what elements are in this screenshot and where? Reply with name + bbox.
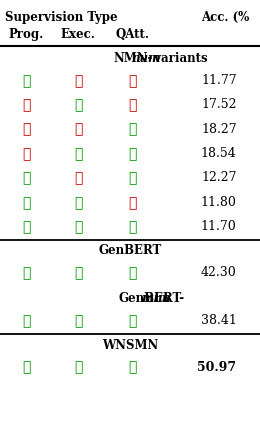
Text: Acc. (%: Acc. (% [201, 11, 250, 24]
Text: 11.77: 11.77 [201, 74, 237, 87]
Text: ✗: ✗ [74, 98, 82, 112]
Text: 18.54: 18.54 [201, 147, 237, 160]
Text: ✓: ✓ [74, 122, 82, 137]
Text: ✗: ✗ [128, 122, 137, 137]
Text: 17.52: 17.52 [201, 98, 237, 111]
Text: ✗: ✗ [128, 171, 137, 185]
Text: ✓: ✓ [128, 98, 137, 112]
Text: ✓: ✓ [74, 74, 82, 88]
Text: Exec.: Exec. [61, 28, 95, 41]
Text: ✗: ✗ [74, 266, 82, 280]
Text: ✗: ✗ [74, 147, 82, 161]
Text: ✗: ✗ [22, 74, 30, 88]
Text: NMN-: NMN- [113, 52, 152, 65]
Text: ✓: ✓ [22, 147, 30, 161]
Text: ✗: ✗ [22, 220, 30, 234]
Text: ✓: ✓ [128, 196, 137, 210]
Text: ✓: ✓ [128, 74, 137, 88]
Text: QAtt.: QAtt. [116, 28, 150, 41]
Text: num: num [131, 52, 161, 65]
Text: 11.80: 11.80 [201, 196, 237, 209]
Text: 18.27: 18.27 [201, 122, 237, 136]
Text: ✗: ✗ [74, 196, 82, 210]
Text: 11.70: 11.70 [201, 220, 237, 233]
Text: num: num [142, 292, 171, 306]
Text: 42.30: 42.30 [201, 266, 237, 279]
Text: 38.41: 38.41 [201, 315, 237, 327]
Text: ✗: ✗ [128, 220, 137, 234]
Text: ✓: ✓ [22, 122, 30, 137]
Text: ✗: ✗ [74, 361, 82, 374]
Text: GenBERT: GenBERT [98, 244, 162, 257]
Text: ✓: ✓ [22, 98, 30, 112]
Text: ✗: ✗ [74, 220, 82, 234]
Text: ✗: ✗ [22, 315, 30, 328]
Text: Prog.: Prog. [8, 28, 44, 41]
Text: Supervision Type: Supervision Type [5, 11, 118, 24]
Text: ✗: ✗ [74, 315, 82, 328]
Text: ✗: ✗ [22, 266, 30, 280]
Text: WNSMN: WNSMN [102, 339, 158, 352]
Text: variants: variants [150, 52, 207, 65]
Text: ✗: ✗ [22, 171, 30, 185]
Text: GenBERT-: GenBERT- [118, 292, 184, 306]
Text: 12.27: 12.27 [201, 171, 237, 184]
Text: ✗: ✗ [128, 266, 137, 280]
Text: ✗: ✗ [22, 361, 30, 374]
Text: ✗: ✗ [128, 147, 137, 161]
Text: 50.97: 50.97 [198, 361, 237, 374]
Text: ✗: ✗ [128, 361, 137, 374]
Text: ✗: ✗ [22, 196, 30, 210]
Text: ✗: ✗ [128, 315, 137, 328]
Text: ✓: ✓ [74, 171, 82, 185]
